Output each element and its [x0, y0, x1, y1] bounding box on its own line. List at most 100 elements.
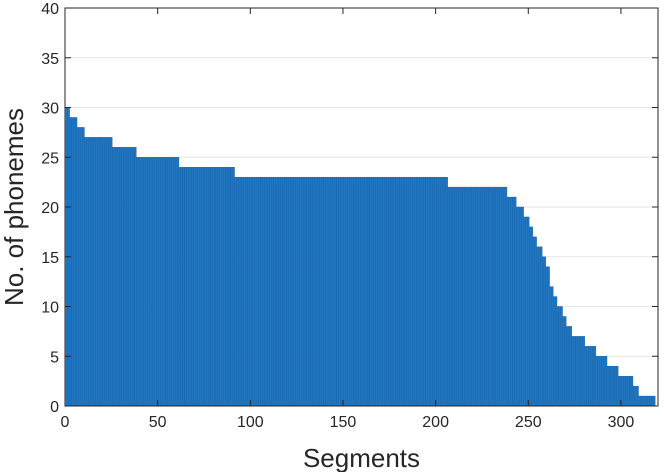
bar — [319, 176, 322, 407]
y-tick-label: 20 — [41, 200, 59, 217]
bar — [519, 206, 522, 407]
bar — [160, 157, 163, 407]
bar — [486, 186, 489, 407]
bar — [377, 176, 380, 407]
bar — [645, 395, 648, 407]
bar — [86, 137, 89, 407]
bar — [180, 167, 183, 407]
bar — [186, 167, 189, 407]
bar — [197, 167, 200, 407]
bar — [599, 356, 602, 407]
bar — [269, 176, 272, 407]
bar — [106, 137, 109, 407]
bar — [208, 167, 211, 407]
bar — [504, 186, 508, 407]
bar — [373, 176, 376, 407]
bar — [566, 326, 569, 407]
bar — [651, 395, 654, 407]
bar — [264, 176, 267, 407]
bar — [206, 167, 209, 407]
bar — [299, 176, 302, 407]
x-tick-label: 300 — [608, 414, 635, 431]
bar — [239, 176, 243, 407]
bar — [191, 167, 194, 407]
bar — [592, 346, 595, 407]
bar — [629, 375, 632, 407]
bar — [315, 176, 319, 407]
bar — [100, 137, 104, 407]
bar — [434, 176, 437, 407]
bar — [343, 176, 346, 407]
bar — [225, 167, 228, 407]
bar — [271, 176, 274, 407]
bar — [454, 186, 458, 407]
bar — [167, 157, 170, 407]
bar — [495, 186, 498, 407]
bar — [390, 176, 393, 407]
bar — [530, 226, 534, 407]
bar — [289, 176, 293, 407]
bar — [306, 176, 309, 407]
bar — [449, 186, 452, 407]
x-tick-label: 250 — [515, 414, 542, 431]
bar — [554, 296, 558, 407]
bar — [597, 356, 600, 407]
bar — [406, 176, 409, 407]
bar — [464, 186, 467, 407]
x-axis-label: Segments — [303, 443, 420, 472]
bar — [356, 176, 359, 407]
bar — [542, 256, 545, 407]
bar — [78, 127, 81, 407]
bar — [471, 186, 474, 407]
bar — [314, 176, 317, 407]
bar — [608, 366, 611, 407]
bar — [634, 385, 637, 407]
bar — [480, 186, 484, 407]
x-tick-label: 200 — [422, 414, 449, 431]
bar — [156, 157, 159, 407]
bar — [404, 176, 408, 407]
bar — [369, 176, 372, 407]
bar — [330, 176, 333, 407]
bar — [293, 176, 296, 407]
bar — [165, 157, 169, 407]
bar — [302, 176, 306, 407]
bar — [310, 176, 313, 407]
bar — [184, 167, 187, 407]
bar — [125, 147, 128, 407]
bar — [123, 147, 126, 407]
bar — [491, 186, 495, 407]
bar — [527, 216, 530, 407]
bar — [145, 157, 148, 407]
bar — [82, 127, 85, 407]
bar — [430, 176, 434, 407]
bar — [149, 157, 152, 407]
bar — [610, 366, 613, 407]
bar — [425, 176, 428, 407]
bar — [440, 176, 443, 407]
bar — [104, 137, 107, 407]
bar — [354, 176, 358, 407]
bar — [410, 176, 413, 407]
bar — [141, 157, 144, 407]
bar — [210, 167, 213, 407]
bar — [623, 375, 626, 407]
bar — [327, 176, 330, 407]
bar — [499, 186, 502, 407]
bar — [382, 176, 385, 407]
bar — [653, 395, 656, 407]
bar — [478, 186, 482, 407]
bar — [152, 157, 156, 407]
bar — [304, 176, 308, 407]
bar — [445, 176, 448, 407]
bar — [195, 167, 198, 407]
bar — [119, 147, 122, 407]
bar — [580, 336, 584, 407]
bar — [512, 196, 515, 407]
bar — [412, 176, 415, 407]
bar — [245, 176, 248, 407]
bar — [262, 176, 265, 407]
bar — [69, 117, 72, 407]
bar — [254, 176, 257, 407]
bar — [636, 385, 639, 407]
